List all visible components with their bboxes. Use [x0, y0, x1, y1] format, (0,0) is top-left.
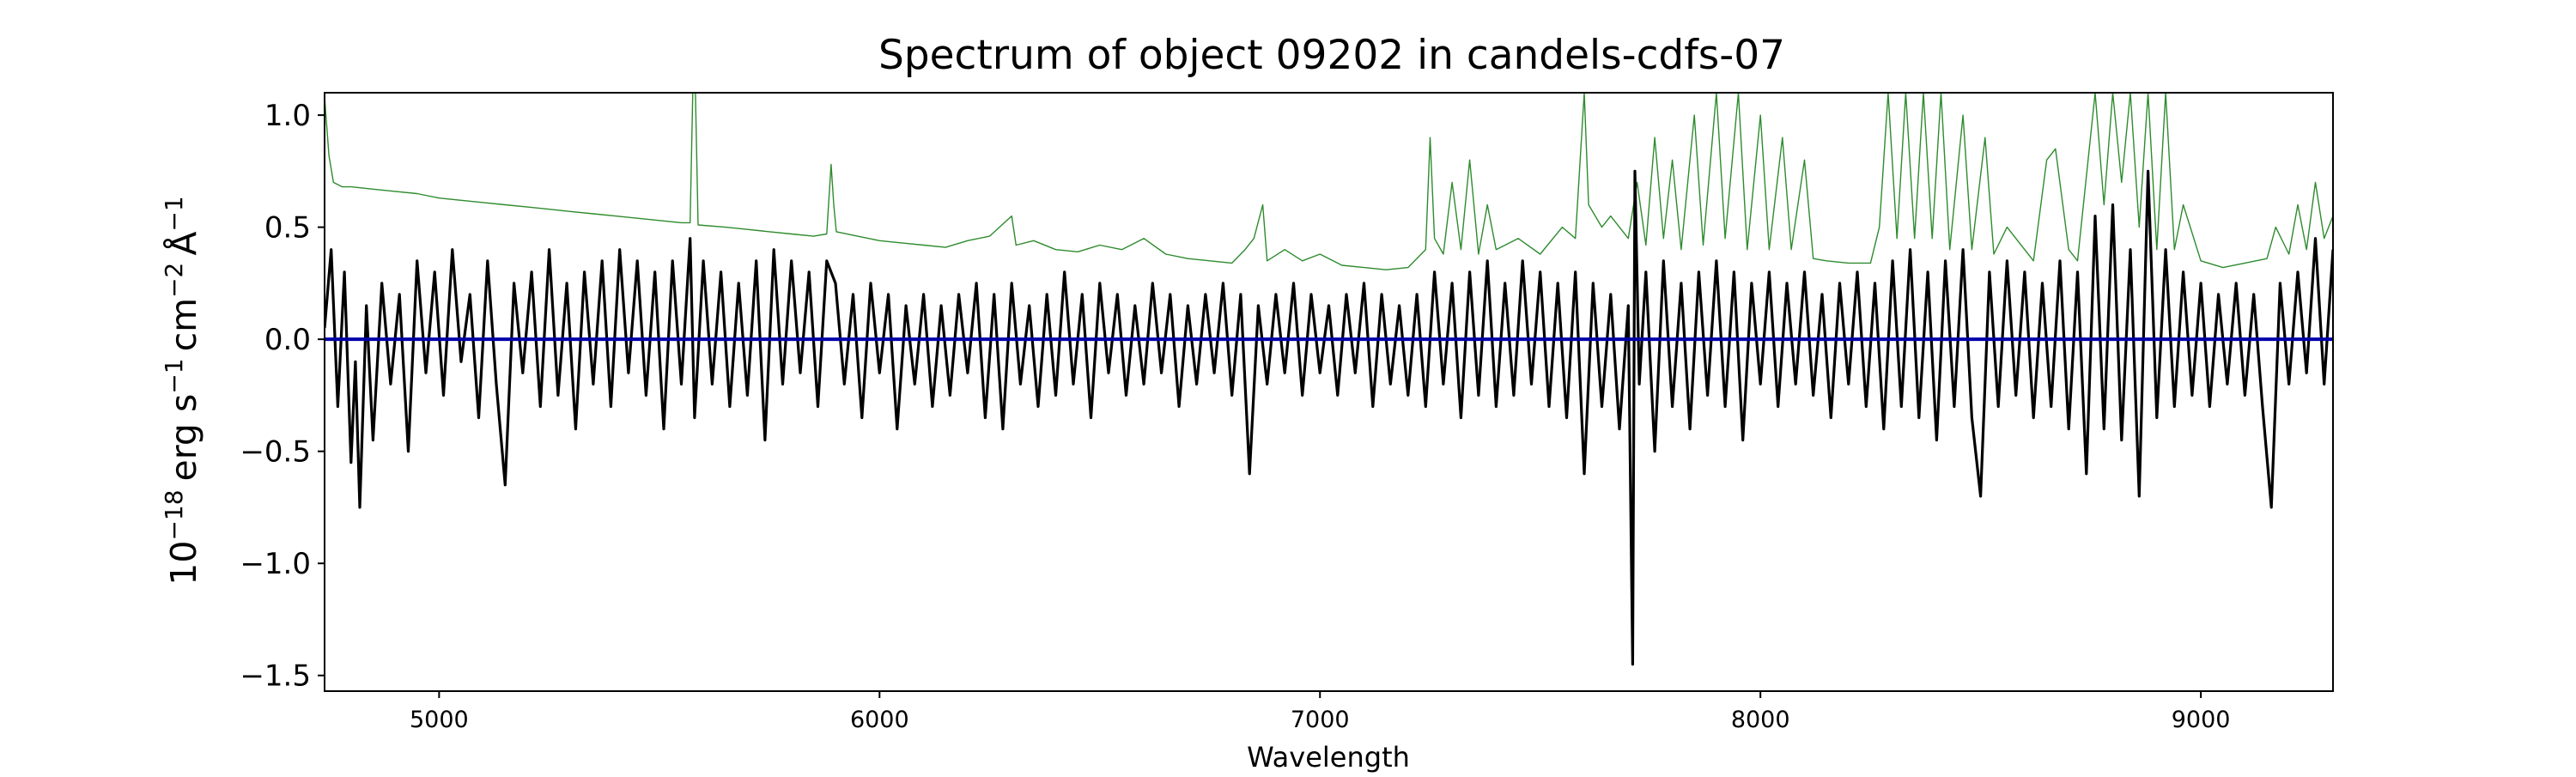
- chart-title: Spectrum of object 09202 in candels-cdfs…: [878, 32, 1785, 79]
- y-tick-label: 1.0: [264, 99, 311, 133]
- y-label-base: 10: [163, 541, 204, 586]
- y-label-s-exp: −1: [160, 358, 188, 393]
- y-label-ang-exp: −1: [160, 196, 188, 231]
- x-axis-label: Wavelength: [1247, 741, 1410, 773]
- x-tick-label: 5000: [410, 707, 469, 733]
- error-spectrum-line: [325, 93, 2333, 270]
- y-label-cm: cm: [163, 298, 204, 351]
- x-axis: 5000 6000 7000 8000 9000: [410, 691, 2230, 733]
- y-label-exp: −18: [160, 489, 188, 540]
- y-axis: −1.5 −1.0 −0.5 0.0 0.5 1.0: [240, 99, 325, 694]
- x-tick-label: 9000: [2172, 707, 2231, 733]
- y-label-ang: Å: [163, 232, 204, 256]
- y-tick-label: 0.5: [264, 211, 311, 246]
- y-label-erg: erg s: [163, 394, 204, 482]
- y-axis-label: 10−18erg s−1cm−2Å−1: [160, 196, 204, 585]
- plot-area: [325, 93, 2333, 666]
- x-tick-label: 8000: [1731, 707, 1790, 733]
- y-tick-label: −0.5: [240, 435, 311, 470]
- x-tick-label: 7000: [1291, 707, 1350, 733]
- y-tick-label: −1.5: [240, 659, 311, 694]
- plot-frame: [324, 92, 2334, 692]
- y-label-cm-exp: −2: [160, 263, 188, 298]
- flux-spectrum-line: [325, 169, 2333, 666]
- x-tick-label: 6000: [850, 707, 909, 733]
- y-tick-label: −1.0: [240, 547, 311, 581]
- y-tick-label: 0.0: [264, 323, 311, 357]
